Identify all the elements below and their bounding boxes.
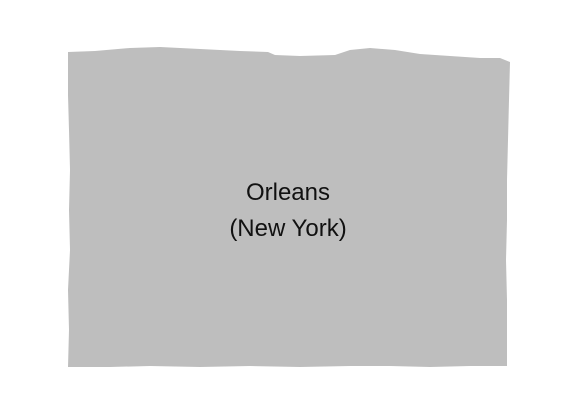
region-name-label: Orleans <box>245 179 331 206</box>
orleans-county-shape <box>68 47 510 367</box>
region-state-label: (New York) <box>229 215 347 242</box>
